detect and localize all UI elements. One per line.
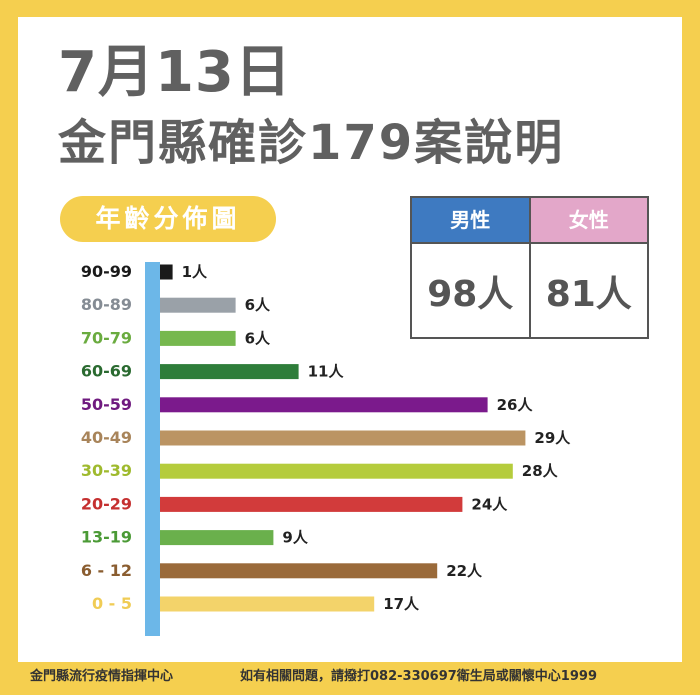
bar — [160, 496, 463, 512]
value-label: 6人 — [245, 329, 271, 347]
gender-female-value: 81人 — [545, 273, 632, 315]
bar — [160, 530, 274, 546]
value-label: 28人 — [522, 462, 559, 480]
category-label: 40-49 — [81, 428, 132, 447]
category-label: 70-79 — [81, 328, 132, 347]
gender-female-label: 女性 — [530, 198, 647, 244]
bar — [160, 430, 526, 446]
bar — [160, 596, 375, 612]
value-label: 17人 — [383, 595, 420, 613]
title-main: 金門縣確診179案說明 — [58, 115, 565, 171]
section-label: 年齡分佈圖 — [60, 196, 276, 242]
bar — [160, 397, 488, 413]
category-label: 50-59 — [81, 395, 132, 414]
category-label: 0 - 5 — [92, 594, 132, 613]
gender-female-column: 女性 81人 — [528, 198, 647, 337]
category-label: 6 - 12 — [81, 561, 132, 580]
category-label: 80-89 — [81, 295, 132, 314]
value-label: 24人 — [471, 495, 508, 513]
category-label: 13-19 — [81, 528, 132, 547]
bar — [160, 264, 173, 280]
title-date: 7月13日 — [58, 40, 292, 105]
bar — [160, 563, 438, 579]
value-label: 11人 — [308, 363, 345, 381]
value-label: 26人 — [497, 396, 534, 414]
value-label: 22人 — [446, 562, 483, 580]
gender-male-label: 男性 — [412, 198, 529, 244]
bar — [160, 297, 236, 313]
value-label: 6人 — [245, 296, 271, 314]
gender-male-column: 男性 98人 — [412, 198, 529, 337]
category-label: 30-39 — [81, 461, 132, 480]
value-label: 1人 — [182, 263, 208, 281]
value-label: 29人 — [534, 429, 571, 447]
footer-org: 金門縣流行疫情指揮中心 — [30, 669, 174, 684]
category-label: 20-29 — [81, 494, 132, 513]
bar — [160, 463, 513, 479]
card-background — [18, 17, 682, 662]
footer-contact: 如有相關問題，請撥打082-330697衛生局或關懷中心1999 — [240, 669, 597, 684]
category-label: 60-69 — [81, 362, 132, 381]
bar — [160, 364, 299, 380]
bar — [160, 330, 236, 346]
chart-axis — [145, 262, 160, 636]
category-label: 90-99 — [81, 262, 132, 281]
gender-table: 男性 98人 女性 81人 — [410, 196, 649, 339]
gender-male-value: 98人 — [427, 273, 514, 315]
value-label: 9人 — [282, 529, 308, 547]
